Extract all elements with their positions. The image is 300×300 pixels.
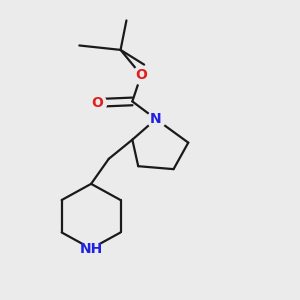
Text: NH: NH — [80, 242, 103, 256]
Text: O: O — [91, 96, 103, 110]
Text: O: O — [135, 68, 147, 82]
Text: N: N — [150, 112, 162, 126]
